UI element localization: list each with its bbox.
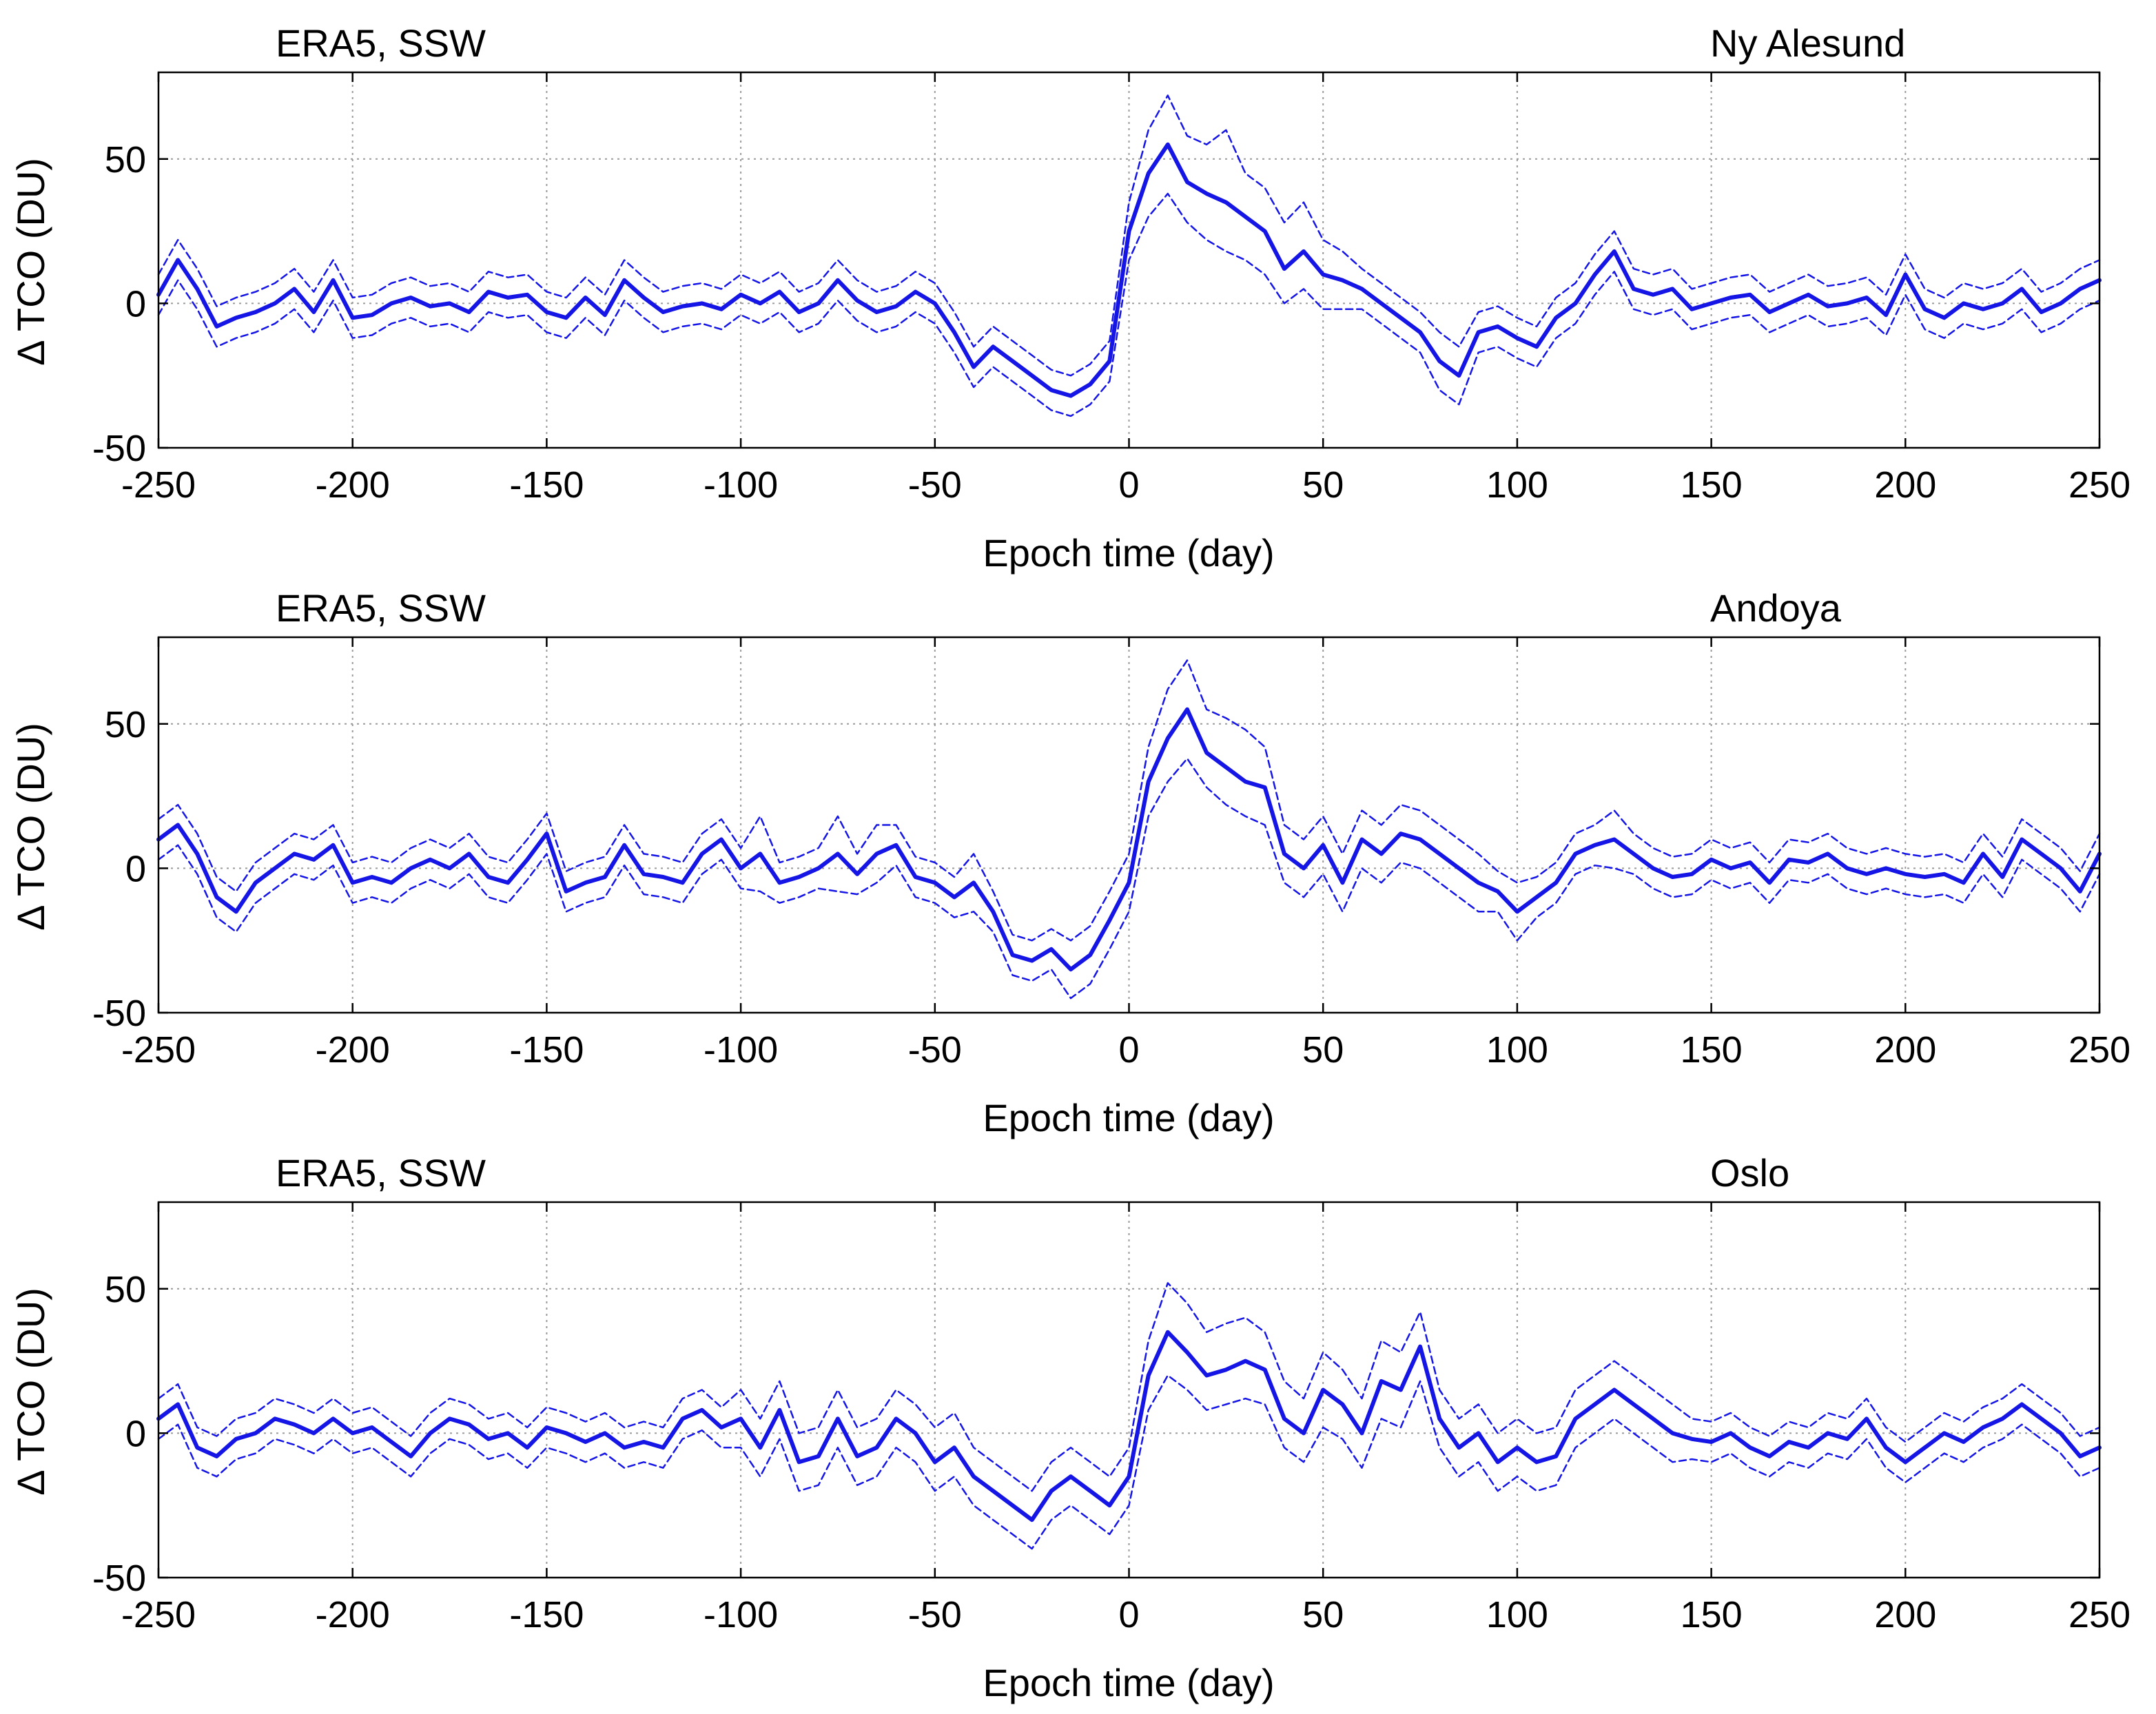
panel-oslo: ERA5, SSW Oslo -250 -200 -150 -100 -50 0 50 100… <box>9 1151 2131 1704</box>
x-tick-label: 50 <box>1302 1594 1344 1635</box>
panel-title-right: Oslo <box>1710 1151 1789 1195</box>
x-tick-label: 50 <box>1302 1029 1344 1071</box>
mean-line <box>156 707 2102 972</box>
x-tick-label: 100 <box>1486 1029 1548 1071</box>
mean-line <box>156 142 2102 398</box>
y-tick-labels: -50 0 50 <box>92 704 146 1034</box>
x-tick-label: -200 <box>316 1029 390 1071</box>
upper-bound-line <box>157 94 2101 377</box>
x-tick-labels: -250 -200 -150 -100 -50 0 50 100 150 200 250 <box>121 1594 2131 1635</box>
x-tick-label: -50 <box>908 1029 962 1071</box>
x-tick-label: -150 <box>509 1594 584 1635</box>
panel-ny-alesund: ERA5, SSW Ny Alesund -250 -200 -150 -100 -50… <box>9 21 2131 575</box>
x-tick-label: 0 <box>1118 1594 1139 1635</box>
x-tick-label: 150 <box>1681 1594 1743 1635</box>
panel-andoya: ERA5, SSW Andoya -250 -200 -150 -100 -50 0 50 1… <box>9 586 2131 1139</box>
x-tick-label: -200 <box>316 464 390 506</box>
x-tick-label: 200 <box>1874 1029 1936 1071</box>
x-tick-label: -50 <box>908 464 962 506</box>
y-tick-label: 0 <box>125 1413 146 1454</box>
y-tick-label: -50 <box>92 993 146 1034</box>
x-tick-label: 50 <box>1302 464 1344 506</box>
x-tick-label: -100 <box>704 1594 778 1635</box>
grid <box>158 1202 2099 1578</box>
x-tick-labels: -250 -200 -150 -100 -50 0 50 100 150 200 250 <box>121 464 2131 506</box>
series <box>156 94 2102 417</box>
y-tick-label: 0 <box>125 848 146 889</box>
series <box>156 1282 2102 1550</box>
lower-bound-line <box>157 757 2101 1000</box>
x-tick-label: -200 <box>316 1594 390 1635</box>
x-tick-label: -100 <box>704 1029 778 1071</box>
panel-title-left: ERA5, SSW <box>276 586 486 630</box>
x-tick-label: 250 <box>2068 1029 2131 1071</box>
x-tick-label: 100 <box>1486 464 1548 506</box>
x-tick-label: 250 <box>2068 1594 2131 1635</box>
y-axis-label: Δ TCO (DU) <box>9 723 52 931</box>
y-tick-label: 50 <box>105 1269 146 1310</box>
x-tick-label: -150 <box>509 1029 584 1071</box>
ticks <box>157 637 2101 1014</box>
lower-bound-line <box>157 192 2101 417</box>
upper-bound-line <box>157 659 2101 942</box>
y-tick-labels: -50 0 50 <box>92 139 146 469</box>
y-axis-label: Δ TCO (DU) <box>9 1288 52 1496</box>
x-tick-label: 150 <box>1681 1029 1743 1071</box>
mean-line <box>156 1330 2102 1522</box>
x-tick-label: -150 <box>509 464 584 506</box>
ticks <box>157 72 2101 449</box>
y-tick-label: -50 <box>92 1558 146 1599</box>
x-tick-label: 250 <box>2068 464 2131 506</box>
panel-title-left: ERA5, SSW <box>276 21 486 65</box>
grid <box>158 637 2099 1013</box>
x-tick-label: 100 <box>1486 1594 1548 1635</box>
x-tick-label: 200 <box>1874 1594 1936 1635</box>
x-tick-label: -100 <box>704 464 778 506</box>
x-tick-labels: -250 -200 -150 -100 -50 0 50 100 150 200 250 <box>121 1029 2131 1071</box>
x-axis-label: Epoch time (day) <box>983 531 1274 575</box>
y-axis-label: Δ TCO (DU) <box>9 158 52 366</box>
x-tick-label: -250 <box>121 1594 196 1635</box>
x-tick-label: 150 <box>1681 464 1743 506</box>
panel-title-right: Andoya <box>1710 586 1842 630</box>
series <box>156 659 2102 1000</box>
panel-title-left: ERA5, SSW <box>276 1151 486 1195</box>
x-tick-label: -250 <box>121 1029 196 1071</box>
y-tick-labels: -50 0 50 <box>92 1269 146 1599</box>
x-tick-label: 200 <box>1874 464 1936 506</box>
x-tick-label: -250 <box>121 464 196 506</box>
x-tick-label: 0 <box>1118 1029 1139 1071</box>
x-axis-label: Epoch time (day) <box>983 1096 1274 1139</box>
y-tick-label: 0 <box>125 283 146 324</box>
ticks <box>157 1202 2101 1579</box>
x-axis-label: Epoch time (day) <box>983 1661 1274 1704</box>
y-tick-label: 50 <box>105 139 146 180</box>
x-tick-label: 0 <box>1118 464 1139 506</box>
x-tick-label: -50 <box>908 1594 962 1635</box>
y-tick-label: 50 <box>105 704 146 745</box>
upper-bound-line <box>157 1282 2101 1492</box>
lower-bound-line <box>157 1374 2101 1550</box>
panel-title-right: Ny Alesund <box>1710 21 1905 65</box>
y-tick-label: -50 <box>92 428 146 469</box>
